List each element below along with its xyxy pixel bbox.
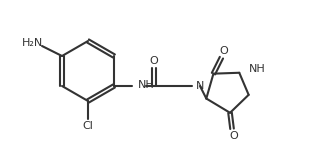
Text: Cl: Cl	[83, 121, 93, 131]
Text: NH: NH	[249, 64, 266, 74]
Text: O: O	[230, 131, 238, 141]
Text: O: O	[150, 56, 158, 66]
Text: N: N	[196, 81, 205, 91]
Text: O: O	[219, 46, 228, 56]
Text: H₂N: H₂N	[21, 38, 42, 48]
Text: NH: NH	[138, 80, 155, 90]
